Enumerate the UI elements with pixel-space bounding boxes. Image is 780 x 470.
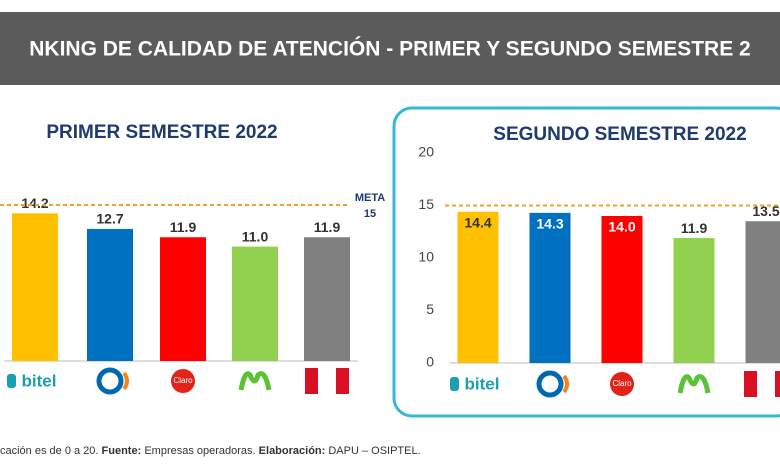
- bar: [529, 212, 571, 363]
- highlight-panel: [392, 106, 780, 418]
- bar: [160, 237, 206, 361]
- header-title: NKING DE CALIDAD DE ATENCIÓN - PRIMER Y …: [29, 37, 750, 61]
- footer-note: cación es de 0 a 20.: [0, 445, 98, 457]
- footer-prepared: DAPU – OSIPTEL.: [328, 445, 420, 457]
- logo-mark: [96, 367, 124, 395]
- category-label: bitel: [22, 371, 57, 390]
- value-label: 11.9: [314, 219, 341, 235]
- value-label: 11.9: [170, 219, 197, 235]
- header-band: [0, 12, 780, 85]
- logo-mark: [305, 368, 318, 394]
- value-label: 14.3: [536, 216, 563, 232]
- y-tick-label: 0: [426, 354, 434, 370]
- logo-mark: [238, 371, 272, 391]
- category-label: Claro: [173, 376, 193, 385]
- logo-mark: [7, 374, 16, 388]
- logo-mark: [610, 372, 634, 396]
- logo-mark: [336, 368, 349, 394]
- logo-mark: [677, 374, 711, 394]
- logo-mark: [171, 369, 195, 393]
- bar: [304, 237, 350, 361]
- bar: [87, 228, 133, 361]
- footer-label: Fuente:: [102, 445, 142, 457]
- logo-mark: [744, 371, 757, 397]
- logo-mark: [122, 371, 129, 391]
- footer-source: Empresas operadoras.: [144, 445, 255, 457]
- bar: [457, 211, 499, 363]
- y-tick-label: 5: [426, 301, 434, 317]
- value-label: 13.5: [752, 203, 779, 219]
- chart-title: SEGUNDO SEMESTRE 2022: [493, 124, 746, 145]
- bar: [601, 216, 643, 363]
- category-label: bitel: [465, 374, 500, 393]
- value-label: 14.0: [608, 219, 635, 235]
- category-label: Claro: [612, 379, 632, 388]
- value-label: 11.0: [242, 228, 269, 244]
- logo-mark: [775, 371, 780, 397]
- target-label: META: [355, 192, 385, 204]
- value-label: 14.2: [21, 195, 48, 211]
- footer: cación es de 0 a 20. Fuente: Empresas op…: [0, 445, 421, 457]
- bar: [673, 238, 715, 363]
- footer-label: Elaboración:: [259, 445, 326, 457]
- chart-title: PRIMER SEMESTRE 2022: [46, 122, 277, 143]
- logo-mark: [536, 370, 564, 398]
- bar: [12, 213, 58, 361]
- value-label: 11.9: [681, 220, 708, 236]
- logo-mark: [450, 377, 459, 391]
- logo-mark: [562, 374, 569, 394]
- bar: [745, 221, 780, 363]
- value-label: 12.7: [96, 211, 123, 227]
- y-tick-label: 20: [418, 144, 434, 160]
- y-tick-label: 10: [418, 249, 434, 265]
- target-value: 15: [364, 208, 376, 220]
- bar: [232, 246, 278, 361]
- value-label: 14.4: [464, 215, 491, 231]
- y-tick-label: 15: [418, 196, 434, 212]
